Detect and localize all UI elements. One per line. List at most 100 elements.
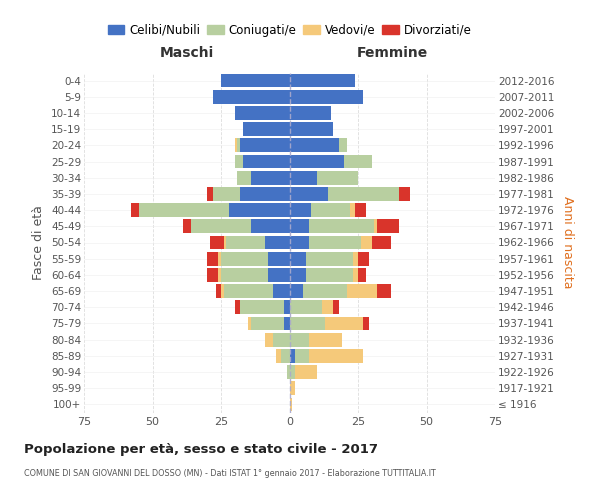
Bar (191, 220, 251, 233)
Bar (208, 187, 213, 201)
Bar (229, 203, 290, 217)
Bar (221, 74, 290, 88)
Bar (281, 349, 290, 362)
Bar (311, 203, 350, 217)
Bar (374, 220, 377, 233)
Bar (290, 398, 292, 411)
Bar (290, 106, 331, 120)
Bar (353, 252, 358, 266)
Bar (265, 333, 273, 346)
Bar (290, 349, 295, 362)
Bar (284, 316, 290, 330)
Bar (218, 268, 221, 282)
Bar (306, 268, 353, 282)
Text: Femmine: Femmine (356, 46, 428, 60)
Bar (290, 171, 317, 184)
Bar (358, 252, 369, 266)
Bar (290, 333, 308, 346)
Bar (290, 187, 328, 201)
Bar (226, 236, 265, 250)
Bar (213, 90, 290, 104)
Bar (238, 171, 251, 184)
Bar (361, 236, 372, 250)
Bar (353, 268, 358, 282)
Bar (290, 236, 308, 250)
Bar (221, 268, 268, 282)
Bar (268, 252, 290, 266)
Bar (290, 122, 334, 136)
Bar (265, 236, 290, 250)
Bar (224, 236, 226, 250)
Bar (306, 252, 353, 266)
Bar (218, 252, 221, 266)
Bar (308, 349, 364, 362)
Bar (210, 236, 224, 250)
Bar (268, 268, 290, 282)
Bar (295, 365, 317, 379)
Bar (290, 268, 306, 282)
Bar (290, 154, 344, 168)
Bar (273, 284, 290, 298)
Bar (350, 203, 355, 217)
Bar (235, 106, 290, 120)
Bar (240, 300, 284, 314)
Bar (248, 316, 251, 330)
Bar (377, 284, 391, 298)
Bar (339, 138, 347, 152)
Y-axis label: Anni di nascita: Anni di nascita (561, 196, 574, 288)
Bar (347, 284, 377, 298)
Bar (287, 365, 290, 379)
Bar (238, 138, 240, 152)
Bar (308, 333, 341, 346)
Bar (208, 268, 218, 282)
Bar (290, 252, 306, 266)
Bar (240, 187, 290, 201)
Bar (364, 316, 369, 330)
Bar (290, 300, 322, 314)
Bar (322, 300, 334, 314)
Bar (290, 382, 295, 395)
Bar (399, 187, 410, 201)
Bar (290, 74, 355, 88)
Bar (355, 203, 366, 217)
Bar (358, 268, 366, 282)
Legend: Celibi/Nubili, Coniugati/e, Vedovi/e, Divorziati/e: Celibi/Nubili, Coniugati/e, Vedovi/e, Di… (103, 19, 476, 42)
Bar (221, 284, 224, 298)
Bar (334, 300, 339, 314)
Bar (208, 252, 218, 266)
Y-axis label: Fasce di età: Fasce di età (32, 205, 46, 280)
Bar (377, 220, 399, 233)
Bar (235, 300, 240, 314)
Bar (273, 333, 290, 346)
Text: Popolazione per età, sesso e stato civile - 2017: Popolazione per età, sesso e stato civil… (24, 442, 378, 456)
Bar (290, 90, 364, 104)
Bar (303, 284, 347, 298)
Bar (221, 252, 268, 266)
Bar (251, 220, 290, 233)
Bar (317, 171, 358, 184)
Bar (290, 284, 303, 298)
Bar (182, 220, 191, 233)
Bar (344, 154, 372, 168)
Bar (328, 187, 399, 201)
Bar (290, 316, 325, 330)
Text: COMUNE DI SAN GIOVANNI DEL DOSSO (MN) - Dati ISTAT 1° gennaio 2017 - Elaborazion: COMUNE DI SAN GIOVANNI DEL DOSSO (MN) - … (24, 468, 436, 477)
Bar (290, 203, 311, 217)
Bar (308, 236, 361, 250)
Bar (235, 154, 243, 168)
Bar (290, 220, 308, 233)
Bar (290, 365, 295, 379)
Bar (213, 187, 240, 201)
Bar (139, 203, 229, 217)
Bar (325, 316, 364, 330)
Bar (251, 171, 290, 184)
Bar (308, 220, 374, 233)
Bar (240, 138, 290, 152)
Bar (251, 316, 284, 330)
Text: Maschi: Maschi (160, 46, 214, 60)
Bar (295, 349, 308, 362)
Bar (224, 284, 273, 298)
Bar (284, 300, 290, 314)
Bar (243, 122, 290, 136)
Bar (235, 138, 238, 152)
